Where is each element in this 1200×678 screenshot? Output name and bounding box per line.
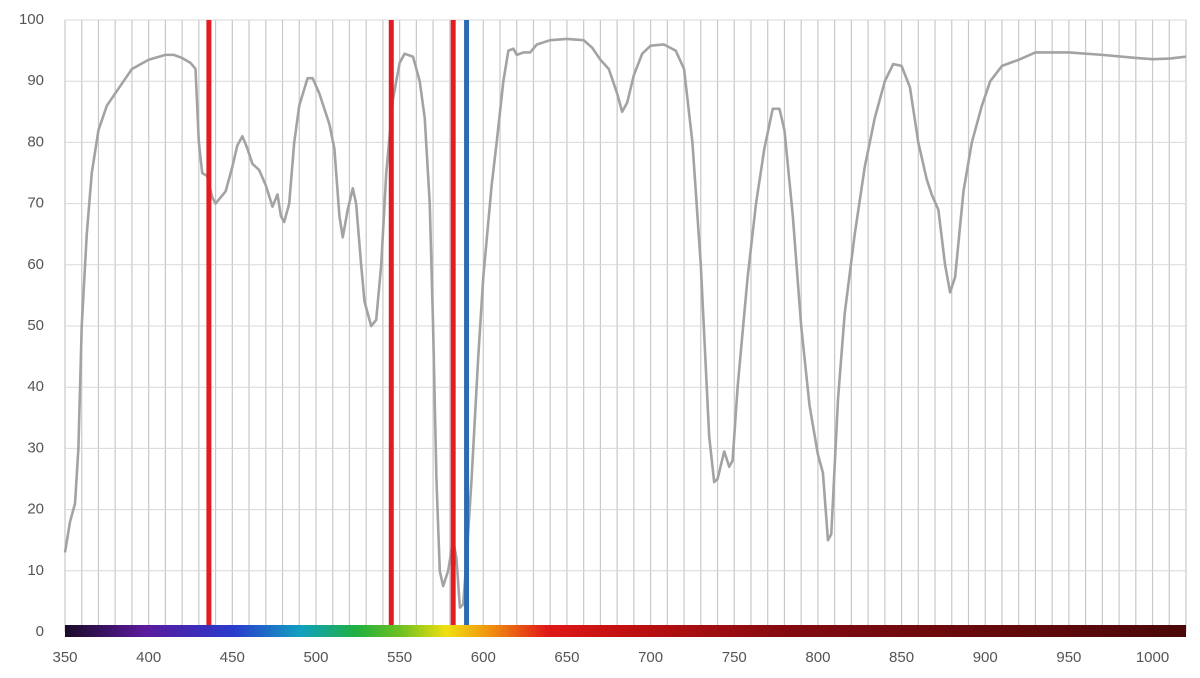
x-tick-label: 900 — [973, 649, 998, 666]
x-tick-label: 700 — [638, 649, 663, 666]
y-tick-label: 60 — [27, 256, 44, 273]
x-tick-label: 750 — [722, 649, 747, 666]
y-tick-label: 70 — [27, 195, 44, 212]
x-tick-label: 800 — [805, 649, 830, 666]
y-tick-label: 30 — [27, 439, 44, 456]
spectrum-bar — [65, 625, 1186, 637]
x-tick-label: 400 — [136, 649, 161, 666]
x-tick-label: 1000 — [1136, 649, 1169, 666]
y-tick-label: 10 — [27, 562, 44, 579]
y-tick-label: 20 — [27, 501, 44, 518]
y-tick-label: 90 — [27, 72, 44, 89]
y-tick-label: 40 — [27, 378, 44, 395]
x-tick-label: 500 — [303, 649, 328, 666]
x-tick-label: 450 — [220, 649, 245, 666]
y-tick-label: 50 — [27, 317, 44, 334]
x-tick-label: 650 — [554, 649, 579, 666]
x-tick-label: 550 — [387, 649, 412, 666]
x-tick-label: 600 — [471, 649, 496, 666]
y-tick-label: 100 — [19, 11, 44, 28]
data-line — [63, 37, 1187, 609]
x-tick-label: 850 — [889, 649, 914, 666]
y-tick-label: 80 — [27, 133, 44, 150]
x-tick-label: 350 — [52, 649, 77, 666]
y-tick-label: 0 — [36, 623, 44, 640]
x-tick-label: 950 — [1056, 649, 1081, 666]
